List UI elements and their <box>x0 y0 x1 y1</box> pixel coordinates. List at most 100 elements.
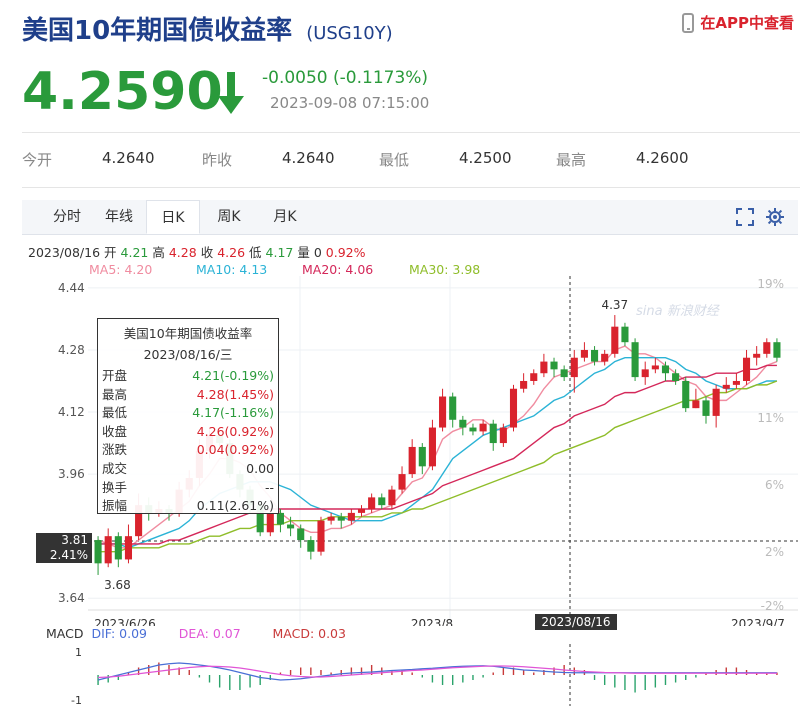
y-tick-label: 4.44 <box>58 281 85 295</box>
candle-body <box>297 528 305 541</box>
tooltip-value: 4.26(0.92%) <box>196 423 274 439</box>
info-high-label: 高 <box>152 245 165 260</box>
y-tick-label: 3.64 <box>58 591 85 605</box>
tab-daily-k[interactable]: 日K <box>146 200 200 234</box>
candle-body <box>469 427 477 432</box>
tooltip-row: 最高 4.28(1.45%) <box>98 386 278 405</box>
candle-body <box>580 349 588 358</box>
pct-tick-label: -2% <box>761 599 784 613</box>
candle-body <box>753 353 761 358</box>
macd-info-bar: MACD DIF: 0.09 DEA: 0.07 MACD: 0.03 <box>46 626 346 641</box>
tooltip-value: -- <box>264 479 274 495</box>
tooltip-key: 收盘 <box>102 423 128 439</box>
candle-body <box>773 342 781 358</box>
candle-body <box>520 380 528 389</box>
candle-body <box>459 419 467 428</box>
candle-body <box>479 423 487 432</box>
fullscreen-icon[interactable] <box>736 208 754 226</box>
chart-tabs: 分时 年线 日K 周K 月K <box>22 200 798 235</box>
candle-body <box>398 474 406 490</box>
tooltip-row: 开盘 4.21(-0.19%) <box>98 367 278 386</box>
low-marker: 3.68 <box>104 578 131 592</box>
info-pct: 0.92% <box>325 245 366 260</box>
instrument-title: 美国10年期国债收益率 <box>22 16 293 46</box>
candle-body <box>722 384 730 389</box>
candle-body <box>276 512 284 525</box>
info-low-label: 低 <box>249 245 262 260</box>
high-marker: 4.37 <box>601 298 628 312</box>
candle-body <box>428 427 436 467</box>
candle-body <box>368 497 376 510</box>
tab-monthly-k[interactable]: 月K <box>273 209 297 225</box>
tab-weekly-k[interactable]: 周K <box>217 209 241 225</box>
stat-label: 昨收 <box>202 151 233 169</box>
tooltip-key: 涨跌 <box>102 442 128 458</box>
open-in-app-label: 在APP中查看 <box>700 14 794 32</box>
candle-info-bar: 2023/08/16 开 4.21 高 4.28 收 4.26 低 4.17 量… <box>28 242 366 261</box>
candle-body <box>418 446 426 467</box>
stat-high: 最高 4.2600 <box>556 149 689 170</box>
macd-axis-top: 1 <box>75 646 82 659</box>
instrument-code: (USG10Y) <box>306 23 393 44</box>
candlestick-chart[interactable]: 4.44 4.28 4.12 3.96 3.64 19% 11% 6% 2% -2% 2023/6/… <box>0 276 800 626</box>
tooltip-title: 美国10年期国债收益率 <box>123 326 253 341</box>
ma30-label: MA30: 3.98 <box>409 262 481 277</box>
info-open-label: 开 <box>104 245 117 260</box>
candle-body <box>591 349 599 362</box>
tooltip-row: 最低 4.17(-1.16%) <box>98 404 278 423</box>
tooltip-key: 最高 <box>102 386 128 402</box>
info-high: 4.28 <box>168 245 197 260</box>
tab-yearly[interactable]: 年线 <box>105 209 133 225</box>
tab-intraday[interactable]: 分时 <box>53 209 81 225</box>
x-tick-label: 2023/8 <box>411 617 453 626</box>
candle-body <box>104 536 112 564</box>
crosshair-price: 3.81 <box>61 533 88 547</box>
tooltip-value: 0.04(0.92%) <box>196 442 274 458</box>
ma20-line <box>98 364 777 545</box>
dea-line <box>98 665 777 679</box>
gear-icon[interactable] <box>766 208 784 226</box>
pct-tick-label: 2% <box>765 545 784 559</box>
stat-prev-close: 昨收 4.2640 <box>202 149 335 170</box>
candle-body <box>287 524 295 529</box>
candle-body <box>347 512 355 521</box>
candle-body <box>499 427 507 444</box>
tooltip-key: 换手 <box>102 479 128 495</box>
ma30-line <box>98 380 778 553</box>
candle-body <box>672 373 680 381</box>
pct-tick-label: 19% <box>757 277 784 291</box>
info-close: 4.26 <box>217 245 246 260</box>
candle-body <box>94 540 102 564</box>
stats-row: 今开 4.2640 昨收 4.2640 最低 4.2500 最高 4.2600 <box>22 132 800 188</box>
candle-body <box>641 369 649 378</box>
tooltip-value: 0.00 <box>246 460 274 476</box>
stat-label: 最低 <box>379 151 410 169</box>
candle-body <box>378 497 386 506</box>
watermark: sina 新浪财经 <box>636 303 721 319</box>
info-low: 4.17 <box>265 245 294 260</box>
candle-body <box>449 396 457 420</box>
candle-body <box>307 540 315 552</box>
stat-low: 最低 4.2500 <box>379 149 512 170</box>
info-close-label: 收 <box>200 245 214 260</box>
stat-value: 4.2600 <box>636 149 689 167</box>
candle-body <box>388 489 396 506</box>
open-in-app-button[interactable]: 在APP中查看 <box>682 12 794 33</box>
down-arrow-icon <box>218 72 244 114</box>
quote-timestamp: 2023-09-08 07:15:00 <box>270 94 430 112</box>
ma10-label: MA10: 4.13 <box>196 262 268 277</box>
macd-chart[interactable]: 1 -1 <box>0 644 800 706</box>
info-vol-label: 量 <box>297 245 310 260</box>
candle-body <box>661 365 670 374</box>
candle-body <box>256 505 264 533</box>
tooltip-key: 成交 <box>102 460 128 476</box>
pct-tick-label: 11% <box>757 411 784 425</box>
pct-tick-label: 6% <box>765 478 784 492</box>
candle-body <box>135 505 143 537</box>
crosshair-price-label: 3.81 2.41% <box>36 533 92 563</box>
y-tick-label: 3.96 <box>58 467 85 481</box>
tooltip-row: 涨跌 0.04(0.92%) <box>98 441 278 460</box>
stat-value: 4.2640 <box>102 149 155 167</box>
price-change: -0.0050 (-0.1173%) <box>262 68 429 88</box>
candle-body <box>439 396 447 428</box>
